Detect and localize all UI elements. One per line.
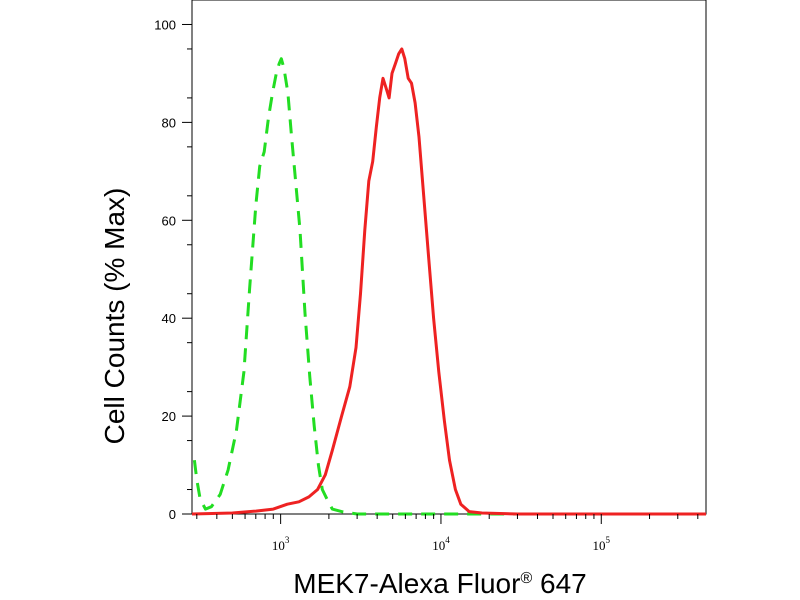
x-tick-label-0: 103 bbox=[272, 535, 290, 553]
series-layer bbox=[191, 47, 706, 516]
series-line-1 bbox=[191, 47, 706, 516]
y-tick-label-2: 40 bbox=[162, 311, 176, 326]
x-tick-label-2: 105 bbox=[593, 535, 611, 553]
x-tick-base: 10 bbox=[432, 538, 445, 553]
plot-frame bbox=[191, 0, 707, 515]
series-line-0 bbox=[192, 57, 706, 516]
y-tick-label-3: 60 bbox=[162, 213, 176, 228]
x-axis-title-main: MEK7-Alexa Fluor bbox=[293, 568, 520, 599]
x-axis-title-suffix: 647 bbox=[532, 568, 587, 599]
y-axis-title: Cell Counts (% Max) bbox=[99, 188, 130, 445]
x-tick-label-1: 104 bbox=[432, 535, 450, 553]
y-tick-label-0: 0 bbox=[169, 507, 176, 522]
y-tick-label-1: 20 bbox=[162, 409, 176, 424]
x-tick-exponent: 3 bbox=[285, 535, 290, 545]
x-axis-title: MEK7-Alexa Fluor® 647 bbox=[293, 568, 586, 599]
x-axis-title-registered: ® bbox=[520, 570, 532, 587]
x-axis: 103 104 105 bbox=[196, 514, 699, 553]
y-tick-label-5: 100 bbox=[154, 17, 176, 32]
x-tick-base: 10 bbox=[272, 538, 285, 553]
x-tick-base: 10 bbox=[593, 538, 606, 553]
x-tick-exponent: 4 bbox=[445, 535, 450, 545]
y-tick-label-4: 80 bbox=[162, 115, 176, 130]
y-axis: 0 20 40 60 80 100 bbox=[154, 17, 192, 522]
x-tick-exponent: 5 bbox=[606, 535, 611, 545]
